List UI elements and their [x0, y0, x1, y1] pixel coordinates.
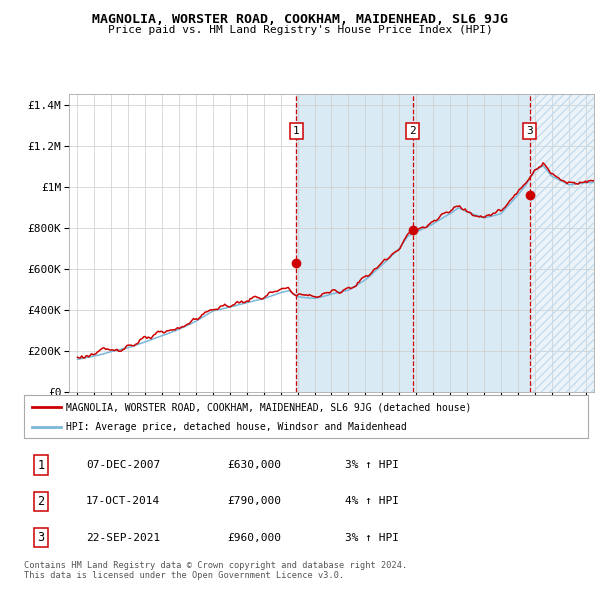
Bar [530, 94, 594, 392]
Text: 3% ↑ HPI: 3% ↑ HPI [346, 460, 400, 470]
Text: 2: 2 [409, 126, 416, 136]
Text: HPI: Average price, detached house, Windsor and Maidenhead: HPI: Average price, detached house, Wind… [66, 422, 407, 432]
Text: 3: 3 [37, 531, 44, 544]
Text: 17-OCT-2014: 17-OCT-2014 [86, 496, 160, 506]
Text: 3% ↑ HPI: 3% ↑ HPI [346, 533, 400, 543]
Text: £960,000: £960,000 [227, 533, 281, 543]
Text: MAGNOLIA, WORSTER ROAD, COOKHAM, MAIDENHEAD, SL6 9JG (detached house): MAGNOLIA, WORSTER ROAD, COOKHAM, MAIDENH… [66, 402, 472, 412]
Text: 1: 1 [293, 126, 300, 136]
Text: 07-DEC-2007: 07-DEC-2007 [86, 460, 160, 470]
Text: 2: 2 [37, 495, 44, 508]
Bar [296, 94, 530, 392]
Text: £630,000: £630,000 [227, 460, 281, 470]
Text: £790,000: £790,000 [227, 496, 281, 506]
Bar [530, 94, 594, 392]
Text: 4% ↑ HPI: 4% ↑ HPI [346, 496, 400, 506]
Text: This data is licensed under the Open Government Licence v3.0.: This data is licensed under the Open Gov… [24, 571, 344, 579]
Text: MAGNOLIA, WORSTER ROAD, COOKHAM, MAIDENHEAD, SL6 9JG: MAGNOLIA, WORSTER ROAD, COOKHAM, MAIDENH… [92, 13, 508, 26]
Text: 22-SEP-2021: 22-SEP-2021 [86, 533, 160, 543]
Text: 3: 3 [527, 126, 533, 136]
Text: Contains HM Land Registry data © Crown copyright and database right 2024.: Contains HM Land Registry data © Crown c… [24, 560, 407, 569]
Text: Price paid vs. HM Land Registry's House Price Index (HPI): Price paid vs. HM Land Registry's House … [107, 25, 493, 35]
Text: 1: 1 [37, 458, 44, 471]
